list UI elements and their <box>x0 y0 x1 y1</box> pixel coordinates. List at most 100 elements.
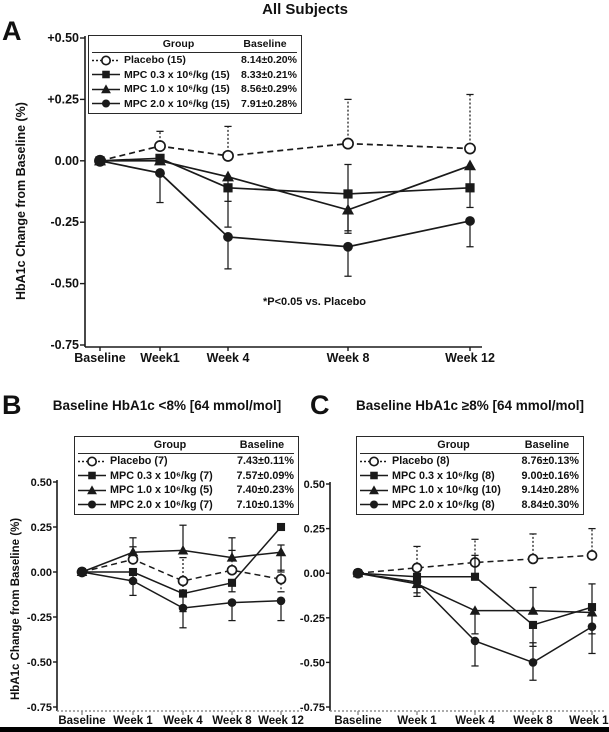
x-tick-label: Week 8 <box>327 351 370 365</box>
significance-note: *P<0.05 vs. Placebo <box>262 296 367 308</box>
panel-c-legend: Group Baseline Placebo (8) 8.76±0.13% MPC 0.… <box>356 436 584 515</box>
data-point-marker <box>155 168 165 178</box>
data-point-marker <box>527 605 539 615</box>
legend-header-group: Group <box>162 38 195 51</box>
series-circle <box>353 568 597 681</box>
legend-header-group: Group <box>437 439 470 452</box>
data-point-marker <box>95 155 105 166</box>
legend-baseline-value: 7.91±0.28% <box>241 97 297 110</box>
legend-row: MPC 2.0 x 10⁶/kg (15) 7.91±0.28% <box>92 97 297 112</box>
data-point-marker <box>88 471 96 480</box>
data-point-marker <box>222 149 234 162</box>
legend-baseline-value: 7.40±0.23% <box>236 484 294 496</box>
legend-marker <box>92 68 124 81</box>
legend-header-baseline: Baseline <box>524 439 570 452</box>
x-tick-label: Week 8 <box>513 715 553 727</box>
legend-baseline-value: 7.10±0.13% <box>236 498 294 511</box>
legend-group-label: Placebo (15) <box>124 54 186 66</box>
figure-bottom-border <box>0 727 609 732</box>
data-point-marker <box>227 578 237 587</box>
y-tick-label: 0.50 <box>304 479 325 491</box>
data-point-marker <box>464 142 476 155</box>
data-point-marker <box>87 485 97 495</box>
legend-header-row: Group Baseline <box>360 438 579 454</box>
panel-a-letter: A <box>2 16 22 46</box>
panel-c-title: Baseline HbA1c ≥8% [64 mmol/mol] <box>356 398 584 413</box>
data-point-marker <box>586 550 598 561</box>
data-point-marker <box>128 567 138 577</box>
series-line <box>81 558 282 582</box>
legend-header-row: Group Baseline <box>92 37 297 53</box>
legend-marker <box>92 54 124 67</box>
legend-baseline-value: 8.14±0.20% <box>241 54 297 66</box>
panel-c-plot: 0.50 0.25 0.00 -0.25 -0.50 -0.75 Baseline Week … <box>300 479 609 727</box>
y-tick-label: -0.25 <box>300 613 325 625</box>
series-circle <box>77 567 286 629</box>
y-tick-label: -0.50 <box>51 277 80 291</box>
legend-baseline-value: 9.00±0.16% <box>521 469 579 482</box>
x-tick-label: Baseline <box>74 351 125 365</box>
circle-legend-icon <box>92 99 120 108</box>
x-tick-label: Week 12 <box>569 715 609 727</box>
data-point-marker <box>178 603 188 613</box>
x-tick-label: Week 1 <box>113 715 153 727</box>
legend-marker <box>360 455 392 468</box>
y-tick-label: 0.50 <box>31 477 52 489</box>
panel-b-legend: Group Baseline Placebo (7) 7.43±0.11% MPC 0.… <box>74 436 299 515</box>
x-tick-label: Week 4 <box>207 351 250 365</box>
data-point-marker <box>369 485 379 495</box>
data-point-marker <box>101 99 111 108</box>
y-tick-label: -0.75 <box>27 702 52 714</box>
data-point-marker <box>369 500 379 509</box>
legend-marker <box>78 455 110 468</box>
data-point-marker <box>77 567 87 577</box>
square-legend-icon <box>360 471 388 480</box>
data-point-marker <box>154 140 166 153</box>
data-point-marker <box>412 572 422 581</box>
legend-row: MPC 1.0 x 10⁶/kg (15) 8.56±0.29% <box>92 82 297 97</box>
series-square <box>77 522 286 613</box>
x-tick-label: Week 12 <box>445 351 495 365</box>
data-point-marker <box>154 154 166 166</box>
data-point-marker <box>226 564 238 576</box>
series-line <box>357 554 593 574</box>
data-point-marker <box>127 546 139 557</box>
legend-marker <box>360 484 392 497</box>
triangle-legend-icon <box>360 485 388 495</box>
legend-baseline-value: 8.56±0.29% <box>241 83 297 95</box>
legend-header-row: Group Baseline <box>78 438 294 454</box>
x-tick-label: Week1 <box>140 351 179 365</box>
x-tick-label: Week 4 <box>163 715 203 727</box>
legend-group-label: MPC 0.3 x 10⁶/kg (8) <box>392 469 495 482</box>
data-point-marker <box>177 544 189 555</box>
data-point-marker <box>528 658 538 667</box>
data-point-marker <box>276 522 286 532</box>
legend-marker <box>92 83 124 96</box>
circle-open-legend-icon <box>360 456 388 467</box>
panel-b-title: Baseline HbA1c <8% [64 mmol/mol] <box>52 398 282 413</box>
y-tick-label: 0.25 <box>304 524 325 536</box>
legend-marker <box>360 469 392 482</box>
data-point-marker <box>343 241 353 252</box>
legend-group-label: MPC 1.0 x 10⁶/kg (10) <box>392 484 501 496</box>
panel-b-plot: 0.50 0.25 0.00 -0.25 -0.50 -0.75 Baseline Week … <box>27 477 304 727</box>
data-point-marker <box>227 598 237 607</box>
circle-legend-icon <box>360 500 388 509</box>
legend-row: Placebo (8) 8.76±0.13% <box>360 454 579 469</box>
data-point-marker <box>412 577 422 587</box>
x-tick-label: Baseline <box>334 715 381 727</box>
data-point-marker <box>276 596 286 606</box>
y-tick-label: -0.25 <box>27 612 52 624</box>
triangle-legend-icon <box>78 485 106 495</box>
series-circle <box>95 155 475 277</box>
legend-marker <box>78 498 110 511</box>
data-point-marker <box>465 216 475 226</box>
legend-group-label: MPC 1.0 x 10⁶/kg (15) <box>124 83 230 95</box>
data-point-marker <box>101 84 111 94</box>
y-tick-label: 0.00 <box>304 568 325 580</box>
legend-row: MPC 1.0 x 10⁶/kg (5) 7.40±0.23% <box>78 483 294 498</box>
x-tick-label: Week 12 <box>258 715 304 727</box>
legend-row: Placebo (7) 7.43±0.11% <box>78 454 294 469</box>
panel-a-title: All Subjects <box>262 1 348 18</box>
legend-row: MPC 2.0 x 10⁶/kg (8) 8.84±0.30% <box>360 498 579 513</box>
